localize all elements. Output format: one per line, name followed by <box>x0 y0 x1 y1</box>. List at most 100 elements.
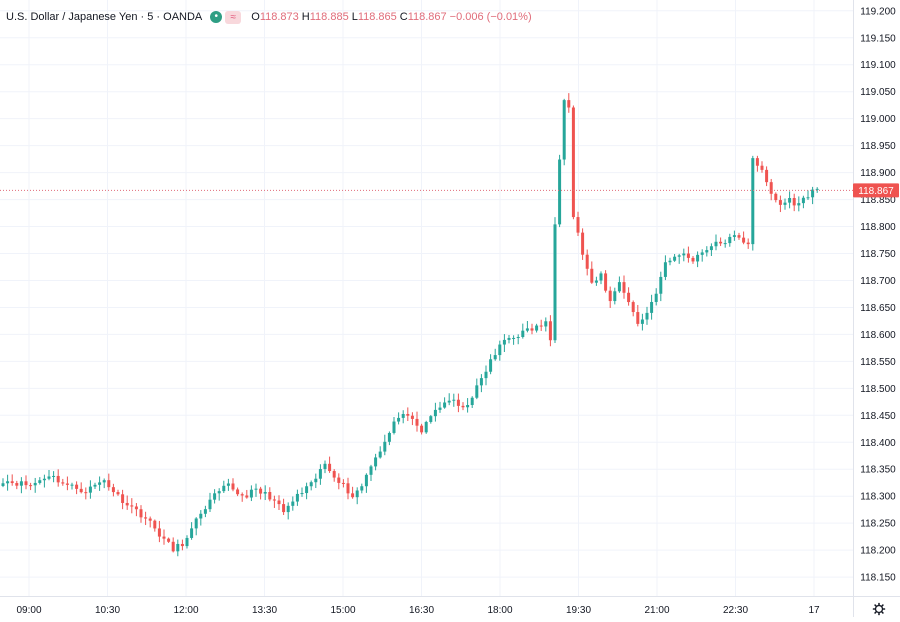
x-tick-label: 12:00 <box>173 605 198 616</box>
y-tick-label: 118.750 <box>860 249 896 260</box>
candle <box>576 211 580 237</box>
candle <box>33 477 37 493</box>
candle <box>590 261 594 284</box>
candle <box>728 233 732 247</box>
candle <box>535 323 539 333</box>
candle <box>134 503 138 517</box>
price-change: −0.006 (−0.01%) <box>449 11 532 23</box>
x-tick-label: 17 <box>808 605 820 616</box>
candle <box>245 489 249 499</box>
candle <box>751 155 755 251</box>
candle <box>295 489 299 506</box>
candle <box>544 317 548 332</box>
candle <box>806 190 810 200</box>
candle <box>696 251 700 268</box>
candle <box>286 502 290 520</box>
x-tick-label: 18:00 <box>487 605 512 616</box>
candle <box>116 489 120 496</box>
candle <box>705 246 709 257</box>
candle <box>484 365 488 386</box>
candle <box>236 487 240 497</box>
candle <box>691 256 695 264</box>
compare-icon[interactable]: ≈ <box>225 10 242 24</box>
candle <box>226 478 230 491</box>
y-tick-label: 118.450 <box>860 411 896 422</box>
candle <box>314 473 318 489</box>
candle <box>608 286 612 308</box>
y-tick-label: 118.350 <box>860 465 896 476</box>
y-tick-label: 118.500 <box>860 384 896 395</box>
candle <box>203 505 207 518</box>
candle <box>456 393 460 413</box>
candle <box>723 239 727 248</box>
candle <box>429 415 433 424</box>
status-dot-icon[interactable]: • <box>210 11 223 23</box>
candle <box>79 482 83 494</box>
candle <box>364 473 368 493</box>
candle <box>111 483 115 497</box>
candle <box>121 489 125 510</box>
candle <box>604 270 608 293</box>
candle <box>815 187 819 193</box>
candle <box>714 234 718 251</box>
y-tick-label: 118.250 <box>860 519 896 530</box>
candle <box>617 276 621 293</box>
candle <box>254 483 258 497</box>
candle <box>208 492 212 513</box>
symbol-title[interactable]: U.S. Dollar / Japanese Yen · 5 · OANDA <box>6 11 203 23</box>
candle <box>29 482 33 491</box>
candle <box>682 248 686 262</box>
candle <box>328 456 332 473</box>
candle <box>479 374 483 393</box>
candle <box>443 397 447 409</box>
x-tick-label: 10:30 <box>95 605 120 616</box>
candle <box>346 477 350 500</box>
candle <box>645 306 649 325</box>
candle <box>765 166 769 187</box>
x-tick-label: 22:30 <box>723 605 748 616</box>
candle <box>663 255 667 281</box>
candle <box>374 453 378 471</box>
candle <box>180 539 184 551</box>
candle <box>502 334 506 352</box>
candle <box>410 412 414 426</box>
candle <box>337 473 341 490</box>
candle <box>548 315 552 347</box>
x-tick-label: 16:30 <box>409 605 434 616</box>
candle <box>742 231 746 245</box>
candle <box>139 505 143 523</box>
candle <box>466 398 470 413</box>
candle <box>240 492 244 502</box>
settings-gear-icon[interactable] <box>872 602 886 616</box>
x-tick-label: 15:00 <box>330 605 355 616</box>
candle <box>594 276 598 286</box>
candle <box>47 469 51 481</box>
candle <box>755 155 759 172</box>
candle <box>56 469 60 487</box>
candle <box>378 446 382 459</box>
candle <box>673 254 677 262</box>
candle <box>249 485 253 502</box>
y-tick-label: 119.050 <box>860 87 896 98</box>
candle <box>6 474 10 491</box>
y-tick-label: 118.200 <box>860 546 896 557</box>
candle <box>433 402 437 422</box>
candle <box>231 478 235 492</box>
y-tick-label: 118.400 <box>860 438 896 449</box>
candle <box>553 217 557 344</box>
candle <box>493 348 497 361</box>
candle <box>98 476 102 491</box>
candle <box>581 228 585 260</box>
candle <box>778 195 782 213</box>
candle <box>65 476 69 491</box>
candle <box>760 161 764 173</box>
y-tick-label: 119.200 <box>860 6 896 17</box>
candle <box>686 246 690 263</box>
candle <box>332 469 336 482</box>
candle <box>148 516 152 528</box>
candle <box>530 323 534 335</box>
candle <box>84 487 88 500</box>
candle <box>222 480 226 494</box>
